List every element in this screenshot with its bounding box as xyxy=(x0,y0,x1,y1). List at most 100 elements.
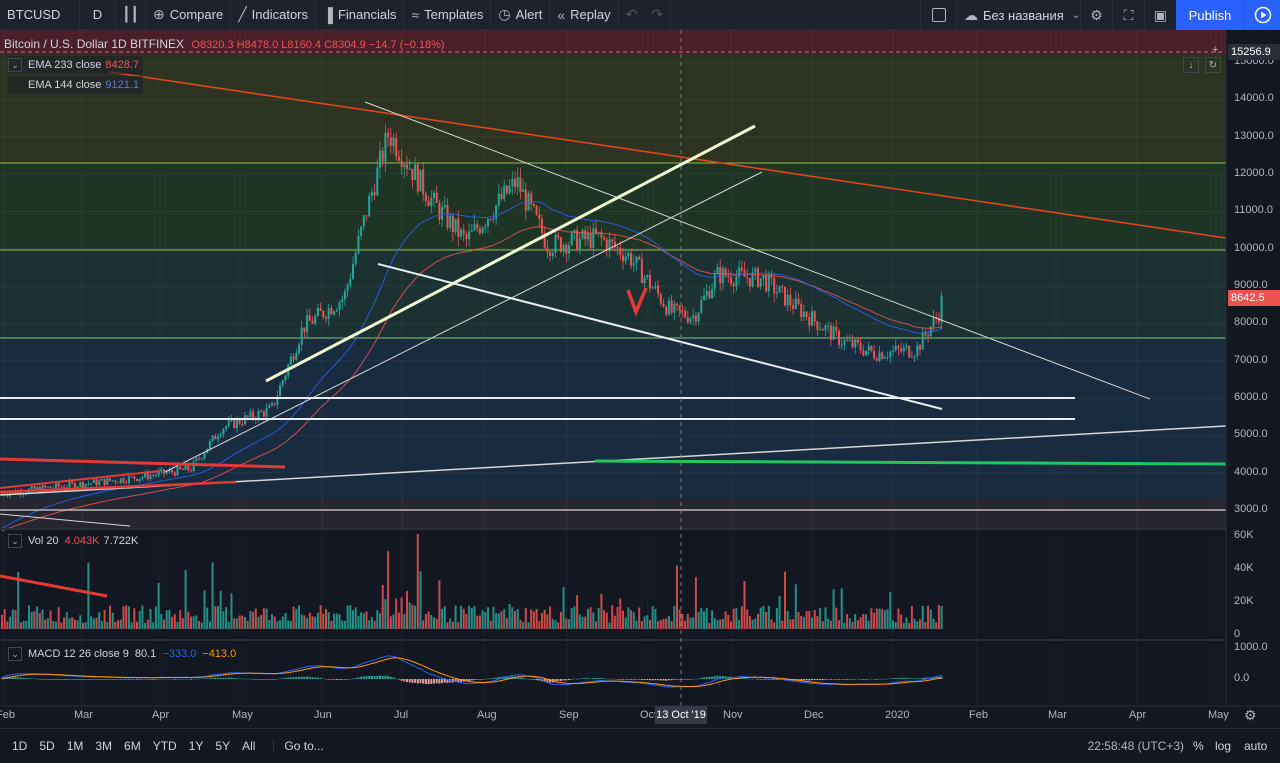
macd-histogram-bar xyxy=(190,679,192,680)
volume-bar xyxy=(325,609,327,629)
chart-canvas[interactable] xyxy=(0,30,1280,728)
volume-bar xyxy=(875,608,878,629)
macd-histogram-bar xyxy=(373,676,376,679)
layout-select-button[interactable] xyxy=(920,0,956,30)
macd-histogram-bar xyxy=(554,679,557,682)
publish-button[interactable]: Publish xyxy=(1176,0,1244,30)
volume-bar xyxy=(937,605,940,629)
symbol-search[interactable]: BTCUSD xyxy=(0,0,80,30)
macd-value-3: −413.0 xyxy=(202,648,237,660)
candle-body xyxy=(260,411,263,413)
play-button[interactable] xyxy=(1244,0,1280,30)
volume-bar xyxy=(136,621,138,629)
macd-histogram-bar xyxy=(298,677,300,679)
chart-style-button[interactable]: ┃┃ xyxy=(116,0,146,30)
interval-button[interactable]: D xyxy=(80,0,116,30)
candle-body xyxy=(273,403,276,405)
goto-button[interactable]: Go to... xyxy=(273,739,324,753)
volume-bar xyxy=(487,607,489,629)
macd-histogram-bar xyxy=(640,679,643,680)
volume-bar xyxy=(473,606,476,629)
percent-toggle[interactable]: % xyxy=(1193,739,1204,753)
macd-legend[interactable]: ⌄ MACD 12 26 close 9 80.1 −333.0 −413.0 xyxy=(8,645,236,663)
macd-histogram-bar xyxy=(122,679,125,680)
compare-button[interactable]: ⊕ Compare xyxy=(146,0,232,30)
candle-body xyxy=(49,486,52,488)
macd-histogram-bar xyxy=(516,676,519,679)
snapshot-button[interactable]: ▣ xyxy=(1144,0,1176,30)
candle-body xyxy=(603,237,606,240)
clock[interactable]: 22:58:48 (UTC+3) xyxy=(1088,739,1184,753)
reset-icon[interactable]: ↻ xyxy=(1205,57,1221,73)
range-button-all[interactable]: All xyxy=(242,739,256,753)
volume-bar xyxy=(843,622,846,629)
candle-body xyxy=(905,346,908,348)
collapse-icon[interactable]: ⌄ xyxy=(8,647,22,661)
macd-histogram-bar xyxy=(573,678,576,680)
candle-body xyxy=(55,483,57,488)
macd-histogram-bar xyxy=(98,679,101,680)
pane-divider-volume[interactable] xyxy=(0,528,1226,530)
candle-body xyxy=(454,218,457,233)
alert-button[interactable]: ◷ Alert xyxy=(491,0,551,30)
auto-toggle[interactable]: auto xyxy=(1244,739,1267,753)
price-axis-panel[interactable] xyxy=(1226,30,1280,728)
candle-body xyxy=(362,215,365,227)
candle-body xyxy=(929,326,932,337)
ema144-legend[interactable]: EMA 144 close 9121.1 xyxy=(8,76,144,94)
macd-histogram-bar xyxy=(619,679,622,680)
macd-histogram-bar xyxy=(46,679,49,680)
scroll-down-icon[interactable]: ↓ xyxy=(1183,57,1199,73)
undo-button[interactable]: ↶ xyxy=(619,0,645,30)
layout-name-button[interactable]: ☁ Без названия ⌄ xyxy=(956,0,1080,30)
ema233-label: EMA 233 close xyxy=(28,59,102,71)
fullscreen-button[interactable]: ⛶ xyxy=(1112,0,1144,30)
candle-body xyxy=(84,483,87,488)
collapse-icon[interactable]: ⌄ xyxy=(8,534,22,548)
volume-bar xyxy=(619,598,622,629)
range-button-5d[interactable]: 5D xyxy=(39,739,55,753)
pane-divider-macd[interactable] xyxy=(0,639,1226,641)
macd-histogram-bar xyxy=(149,679,152,680)
range-button-1m[interactable]: 1M xyxy=(66,739,84,753)
candle-body xyxy=(716,266,719,275)
plus-icon[interactable]: + xyxy=(1212,44,1219,56)
time-tick-label: Oct xyxy=(640,709,658,721)
collapse-icon[interactable]: ⌄ xyxy=(8,58,22,72)
volume-bar xyxy=(368,620,371,629)
volume-bar xyxy=(438,580,441,629)
last-price-badge: 8642.5 xyxy=(1228,290,1280,306)
ema233-legend[interactable]: ⌄ EMA 233 close 8428.7 xyxy=(8,56,144,74)
candle-body xyxy=(770,274,773,279)
candle-body xyxy=(190,470,192,472)
candle-body xyxy=(605,239,608,251)
volume-bar xyxy=(600,593,603,629)
range-button-3m[interactable]: 3M xyxy=(95,739,113,753)
redo-button[interactable]: ↷ xyxy=(644,0,672,30)
macd-histogram-bar xyxy=(543,679,546,682)
indicators-button[interactable]: ╱ Indicators xyxy=(231,0,317,30)
financials-button[interactable]: ▐ Financials xyxy=(316,0,405,30)
time-axis-settings-icon[interactable]: ⚙ xyxy=(1244,707,1257,723)
settings-button[interactable]: ⚙ xyxy=(1080,0,1112,30)
candle-body xyxy=(152,475,155,477)
candle-body xyxy=(565,244,568,254)
candle-body xyxy=(640,259,643,284)
volume-trendline[interactable] xyxy=(0,574,108,598)
volume-bar xyxy=(489,620,492,629)
templates-button[interactable]: ≈ Templates xyxy=(404,0,492,30)
replay-button[interactable]: « Replay xyxy=(550,0,619,30)
log-toggle[interactable]: log xyxy=(1215,739,1231,753)
macd-histogram-bar xyxy=(352,678,354,680)
trendline-drawings[interactable] xyxy=(0,71,1227,527)
range-button-5y[interactable]: 5Y xyxy=(215,739,231,753)
macd-histogram-bar xyxy=(838,679,840,680)
macd-histogram-bar xyxy=(30,678,33,679)
range-button-6m[interactable]: 6M xyxy=(124,739,141,753)
macd-histogram-bar xyxy=(406,679,408,682)
volume-bar xyxy=(481,610,484,629)
volume-legend[interactable]: ⌄ Vol 20 4.043K 7.722K xyxy=(8,532,138,550)
range-button-ytd[interactable]: YTD xyxy=(152,739,177,753)
range-button-1y[interactable]: 1Y xyxy=(188,739,204,753)
range-button-1d[interactable]: 1D xyxy=(12,739,28,753)
